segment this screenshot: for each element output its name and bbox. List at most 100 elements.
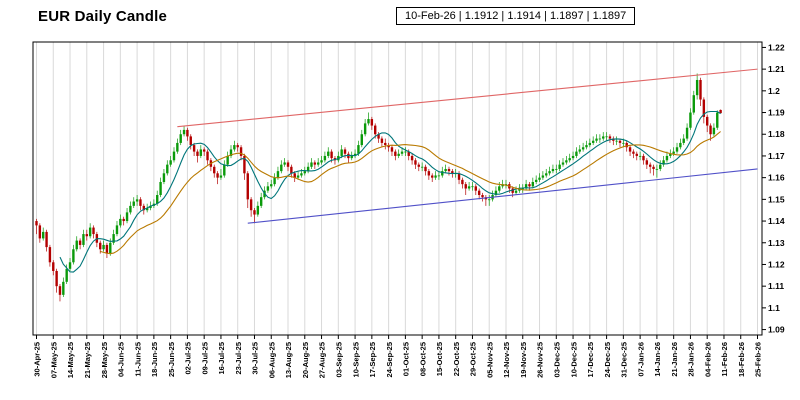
x-axis-label: 18-Jun-25 <box>150 342 159 377</box>
candle-body <box>226 155 229 165</box>
candle-body <box>99 242 102 250</box>
x-axis-label: 19-Nov-25 <box>519 342 528 378</box>
candle-body <box>595 138 598 141</box>
x-axis-label: 17-Dec-25 <box>586 342 595 377</box>
candle-body <box>571 155 575 159</box>
candle-body <box>327 151 330 156</box>
candle-body <box>219 175 223 178</box>
candle-body <box>531 181 535 187</box>
candle-body <box>655 168 659 170</box>
candle-body <box>38 225 42 239</box>
candle-body <box>591 140 595 143</box>
candle-body <box>555 168 558 170</box>
candle-body <box>330 151 333 159</box>
candle-body <box>283 162 286 165</box>
candle-body <box>387 145 390 148</box>
x-axis-label: 15-Oct-25 <box>435 342 444 376</box>
candle-body <box>488 199 491 201</box>
y-axis-label: 1.12 <box>768 259 785 269</box>
candle-body <box>407 151 410 156</box>
candle-body <box>689 112 692 128</box>
candle-body <box>293 173 296 178</box>
candle-body <box>461 179 464 185</box>
candle-body <box>166 164 169 174</box>
x-axis-label: 30-Jul-25 <box>251 342 260 375</box>
candle-body <box>424 166 427 172</box>
candle-body <box>145 208 149 211</box>
candle-body <box>172 151 176 161</box>
candle-body <box>374 125 377 135</box>
candle-body <box>149 205 152 209</box>
candle-body <box>55 270 58 287</box>
candle-body <box>109 242 112 254</box>
candle-body <box>296 175 300 178</box>
candle-body <box>196 151 199 156</box>
candle-body <box>394 151 397 156</box>
candle-body <box>62 281 65 295</box>
candle-body <box>575 151 578 156</box>
candle-body <box>105 244 109 254</box>
candle-body <box>467 186 471 189</box>
x-axis-label: 26-Nov-25 <box>536 342 545 378</box>
candle-body <box>142 205 146 211</box>
candle-body <box>216 173 219 178</box>
candle-body <box>85 234 89 237</box>
y-axis-label: 1.16 <box>768 173 785 183</box>
plot-frame <box>32 41 763 336</box>
candle-body <box>45 231 48 248</box>
candle-body <box>139 199 142 206</box>
candle-body <box>78 240 82 245</box>
candle-body <box>444 168 447 172</box>
candle-body <box>179 134 182 143</box>
candle-body <box>581 147 585 150</box>
candle-body <box>52 262 55 271</box>
candle-body <box>514 190 518 193</box>
candle-body <box>397 153 400 156</box>
y-axis-label: 1.2 <box>768 86 780 96</box>
x-axis-label: 13-Aug-25 <box>284 342 293 378</box>
x-axis-label: 20-Aug-25 <box>301 342 310 378</box>
candle-body <box>112 234 115 243</box>
x-axis-label: 25-Feb-26 <box>754 342 763 377</box>
candle-body <box>608 136 612 139</box>
candle-body <box>669 153 672 156</box>
candle-body <box>380 138 384 143</box>
candle-body <box>246 173 249 200</box>
y-axis-label: 1.13 <box>768 238 785 248</box>
x-axis-label: 30-Apr-25 <box>33 342 42 377</box>
candle-body <box>290 166 293 174</box>
x-axis-label: 12-Nov-25 <box>502 342 511 378</box>
candle-body <box>58 286 62 295</box>
x-axis-label: 07-Jan-26 <box>636 342 645 377</box>
x-axis-label: 23-Jul-25 <box>234 342 243 375</box>
candle-body <box>125 212 129 222</box>
x-axis-label: 08-Oct-25 <box>418 342 427 376</box>
candle-body <box>92 227 95 235</box>
candle-body <box>82 234 85 245</box>
candle-body <box>712 127 716 135</box>
candle-body <box>541 175 545 178</box>
candle-body <box>156 195 159 204</box>
y-axis-label: 1.18 <box>768 129 785 139</box>
candle-body <box>719 109 722 114</box>
candle-body <box>498 186 501 191</box>
ma-line-fast <box>59 110 721 273</box>
candle-body <box>357 145 360 154</box>
candle-body <box>716 112 719 128</box>
candle-body <box>648 164 652 167</box>
candle-body <box>464 184 467 189</box>
chart-title: EUR Daily Candle <box>38 8 168 25</box>
candle-body <box>384 142 387 146</box>
candle-body <box>213 166 216 174</box>
candle-body <box>360 134 363 146</box>
candle-body <box>65 268 68 282</box>
candle-body <box>675 147 679 152</box>
x-axis-label: 21-May-25 <box>83 342 92 378</box>
candle-body <box>545 173 548 176</box>
candle-body <box>316 162 320 165</box>
candle-body <box>705 116 709 126</box>
x-axis-label: 11-Jun-25 <box>133 342 142 377</box>
candle-body <box>233 145 236 150</box>
candle-body <box>612 138 615 141</box>
y-axis-label: 1.21 <box>768 64 785 74</box>
